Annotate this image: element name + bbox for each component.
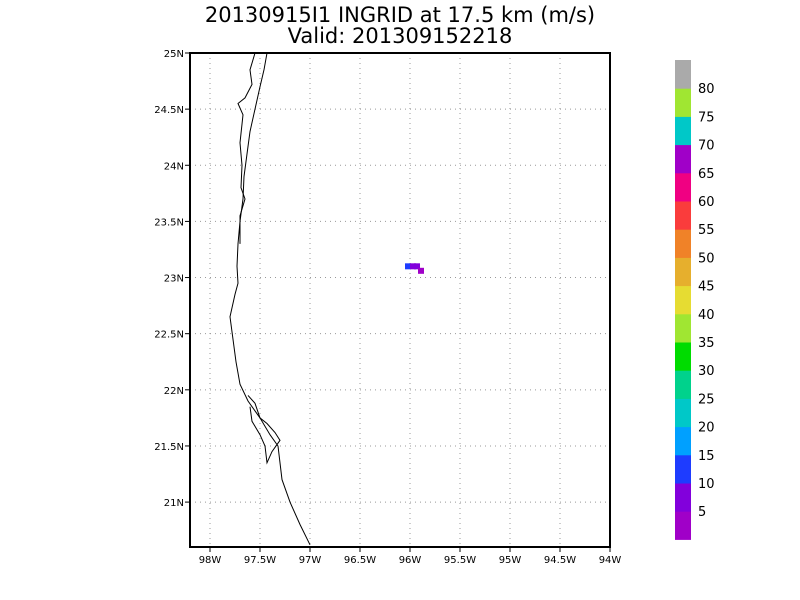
colorbar-swatch <box>675 201 691 230</box>
x-tick-label: 95.5W <box>444 555 476 566</box>
wind-cells <box>405 263 424 274</box>
colorbar-swatch <box>675 229 691 258</box>
y-tick-label: 23N <box>164 274 184 285</box>
colorbar-label: 20 <box>698 421 715 436</box>
coastline-inner <box>237 52 256 244</box>
colorbar-label: 75 <box>698 110 715 125</box>
coastline-outer <box>229 52 311 546</box>
colorbar-label: 45 <box>698 280 715 295</box>
colorbar-swatch <box>675 285 691 315</box>
x-tick-label: 98W <box>199 555 222 566</box>
colorbar-swatch <box>675 88 691 117</box>
colorbar-label: 5 <box>698 505 706 520</box>
y-tick-label: 25N <box>164 49 184 60</box>
colorbar-swatch <box>675 313 691 343</box>
colorbar-swatch <box>675 144 691 174</box>
colorbar-swatch <box>675 60 691 89</box>
x-axis: 98W 97.5W 97W 96.5W 96W 95.5W 95W 94.5W 94W <box>199 547 622 566</box>
colorbar-swatch <box>675 426 691 456</box>
y-axis: 25N 24.5N 24N 23.5N 23N 22.5N 22N 21.5N 21N <box>154 49 190 509</box>
colorbar-label: 65 <box>698 167 715 182</box>
colorbar: 5 10 15 20 25 30 35 40 45 50 55 60 65 70 75 80 <box>675 60 715 540</box>
x-tick-label: 96W <box>399 555 422 566</box>
colorbar-swatch <box>675 483 691 512</box>
x-tick-label: 95W <box>499 555 522 566</box>
wind-cell <box>410 263 416 270</box>
map-frame <box>189 52 611 548</box>
colorbar-label: 10 <box>698 477 715 492</box>
colorbar-swatch <box>675 511 691 540</box>
y-tick-label: 22.5N <box>154 330 184 341</box>
wind-cell <box>405 263 411 270</box>
colorbar-label: 25 <box>698 392 715 407</box>
y-tick-label: 21.5N <box>154 442 184 453</box>
x-tick-label: 96.5W <box>344 555 376 566</box>
wind-cell <box>418 267 424 274</box>
y-tick-label: 24.5N <box>154 105 184 116</box>
x-tick-label: 94W <box>599 555 622 566</box>
wind-cell <box>414 263 420 270</box>
colorbar-label: 70 <box>698 139 715 154</box>
coastline <box>229 52 311 546</box>
x-tick-label: 97.5W <box>244 555 276 566</box>
y-tick-label: 21N <box>164 498 184 509</box>
grid <box>190 52 611 547</box>
x-tick-label: 97W <box>299 555 322 566</box>
lagoon-outline <box>247 395 281 465</box>
y-tick-label: 23.5N <box>154 217 184 228</box>
colorbar-label: 80 <box>698 82 715 97</box>
colorbar-swatch <box>675 172 691 202</box>
y-tick-label: 22N <box>164 386 184 397</box>
colorbar-swatch <box>675 398 691 428</box>
colorbar-label: 40 <box>698 308 715 323</box>
colorbar-swatch <box>675 454 691 484</box>
colorbar-label: 15 <box>698 449 715 464</box>
colorbar-swatch <box>675 257 691 287</box>
colorbar-label: 60 <box>698 195 715 210</box>
colorbar-label: 30 <box>698 364 715 379</box>
colorbar-label: 55 <box>698 223 715 238</box>
colorbar-swatch <box>675 370 691 399</box>
colorbar-label: 35 <box>698 336 715 351</box>
valid-time: Valid: 201309152218 <box>287 24 513 48</box>
colorbar-label: 50 <box>698 251 715 266</box>
x-tick-label: 94.5W <box>544 555 576 566</box>
colorbar-swatch <box>675 342 691 371</box>
colorbar-swatch <box>675 116 691 146</box>
chart-title: 20130915I1 INGRID at 17.5 km (m/s) <box>204 3 596 27</box>
y-tick-label: 24N <box>164 161 184 172</box>
